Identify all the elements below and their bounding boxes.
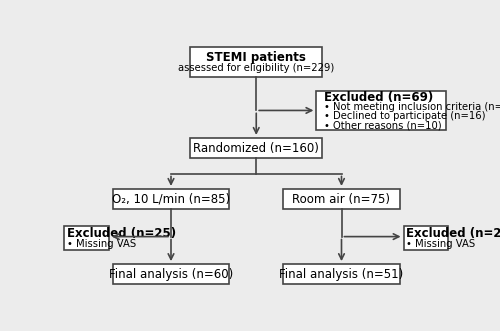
FancyBboxPatch shape xyxy=(284,264,400,284)
FancyBboxPatch shape xyxy=(190,47,322,77)
FancyBboxPatch shape xyxy=(316,91,446,130)
Text: • Not meeting inclusion criteria (n=43): • Not meeting inclusion criteria (n=43) xyxy=(324,102,500,112)
Text: Room air (n=75): Room air (n=75) xyxy=(292,193,390,206)
Text: Final analysis (n=51): Final analysis (n=51) xyxy=(280,268,404,281)
FancyBboxPatch shape xyxy=(190,138,322,158)
Text: • Other reasons (n=10): • Other reasons (n=10) xyxy=(324,120,442,130)
FancyBboxPatch shape xyxy=(113,189,229,209)
Text: Randomized (n=160): Randomized (n=160) xyxy=(194,142,319,155)
Text: • Missing VAS: • Missing VAS xyxy=(406,239,475,249)
Text: • Declined to participate (n=16): • Declined to participate (n=16) xyxy=(324,111,486,121)
Text: Excluded (n=69): Excluded (n=69) xyxy=(324,91,434,104)
Text: STEMI patients: STEMI patients xyxy=(206,51,306,64)
Text: Final analysis (n=60): Final analysis (n=60) xyxy=(109,268,233,281)
FancyBboxPatch shape xyxy=(64,226,109,250)
Text: O₂, 10 L/min (n=85): O₂, 10 L/min (n=85) xyxy=(112,193,230,206)
Text: • Missing VAS: • Missing VAS xyxy=(67,239,136,249)
Text: Excluded (n=24): Excluded (n=24) xyxy=(406,227,500,240)
FancyBboxPatch shape xyxy=(113,264,229,284)
Text: Excluded (n=25): Excluded (n=25) xyxy=(67,227,176,240)
Text: assessed for eligibility (n=229): assessed for eligibility (n=229) xyxy=(178,63,334,73)
FancyBboxPatch shape xyxy=(404,226,448,250)
FancyBboxPatch shape xyxy=(284,189,400,209)
